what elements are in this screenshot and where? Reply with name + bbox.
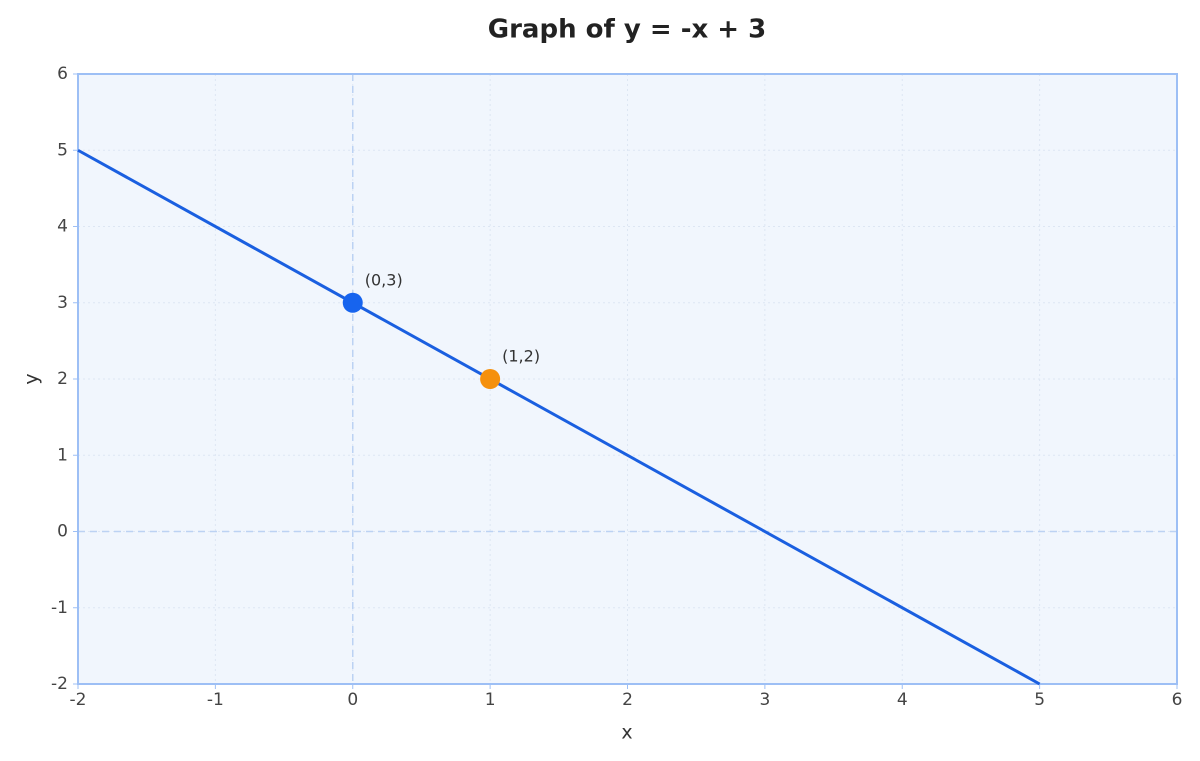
x-tick-label: 6 [1172, 690, 1183, 710]
x-tick-label: -2 [70, 690, 87, 710]
chart-title: Graph of y = -x + 3 [488, 15, 766, 45]
x-tick-label: -1 [207, 690, 224, 710]
x-tick-label: 5 [1034, 690, 1045, 710]
line [77, 148, 1041, 686]
plot-border [77, 73, 1178, 685]
y-tick-label: 1 [57, 445, 68, 465]
y-tick-label: 2 [57, 369, 68, 389]
x-tick-label: 2 [622, 690, 633, 710]
y-tick-label: 0 [57, 522, 68, 542]
x-tick-label: 3 [759, 690, 770, 710]
x-axis-label: x [621, 722, 632, 744]
y-axis-label: y [21, 373, 43, 384]
point-label: (1,2) [502, 347, 540, 366]
y-tick-label: 4 [57, 217, 68, 237]
point [480, 369, 501, 389]
y-tick-label: 3 [57, 293, 68, 313]
y-tick-label: 6 [57, 64, 68, 84]
x-tick-label: 1 [485, 690, 496, 710]
y-tick-label: -1 [51, 598, 68, 618]
x-tick-label: 0 [347, 690, 358, 710]
point-label: (0,3) [365, 270, 403, 289]
x-tick-label: 4 [897, 690, 908, 710]
y-tick-label: 5 [57, 140, 68, 160]
point [342, 292, 363, 313]
y-tick-label: -2 [51, 674, 68, 694]
